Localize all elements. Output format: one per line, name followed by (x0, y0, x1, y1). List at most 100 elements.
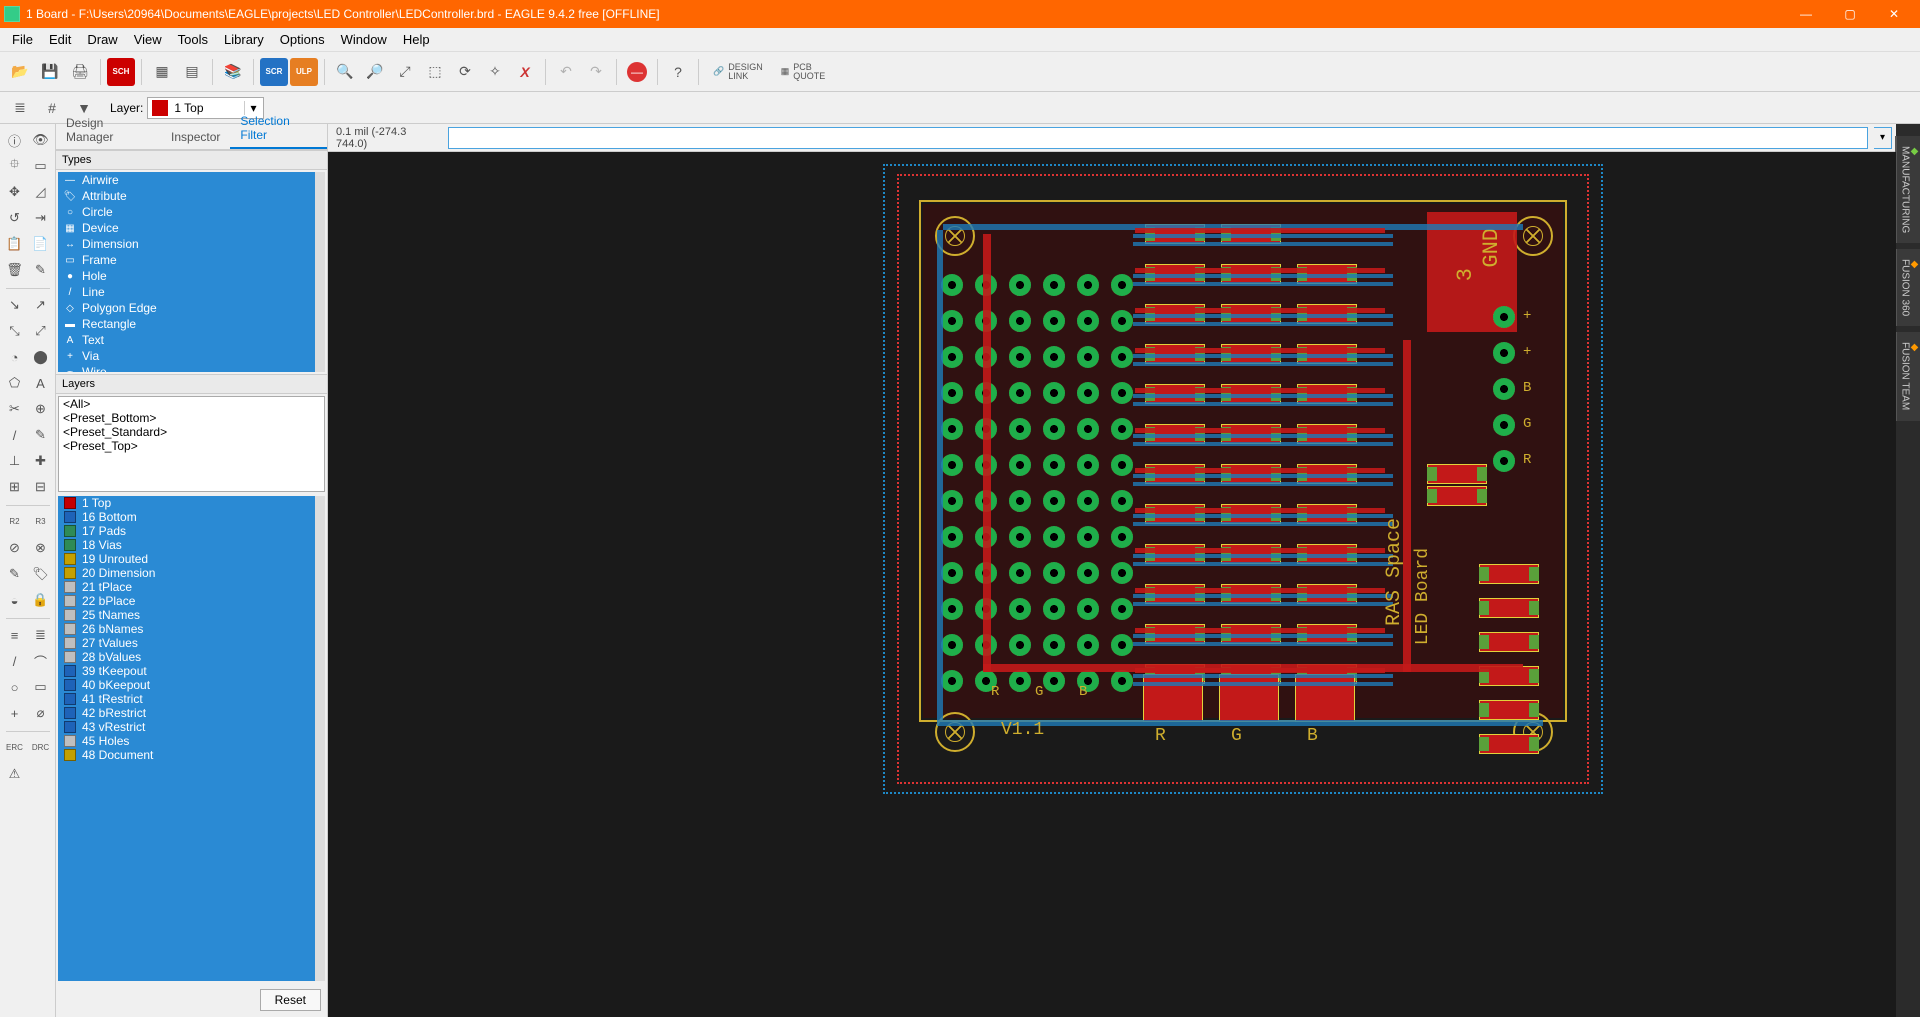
palette-btn-22-1[interactable]: DRC (29, 736, 53, 760)
palette-btn-0-1[interactable]: 👁 (29, 128, 53, 152)
palette-btn-8-1[interactable]: ⬤ (29, 345, 53, 369)
layer-39-tKeepout[interactable]: 39 tKeepout (58, 664, 325, 678)
palette-btn-4-1[interactable]: 📄 (29, 232, 53, 256)
zoom-select-icon[interactable]: ⬚ (421, 58, 449, 86)
save-icon[interactable]: 💾 (36, 58, 64, 86)
palette-btn-15-0[interactable]: ⊘ (3, 536, 27, 560)
type-line[interactable]: /Line (58, 284, 325, 300)
preset-item[interactable]: <Preset_Bottom> (59, 411, 324, 425)
layer-26-bNames[interactable]: 26 bNames (58, 622, 325, 636)
layer-25-tNames[interactable]: 25 tNames (58, 608, 325, 622)
palette-btn-14-1[interactable]: R3 (29, 510, 53, 534)
layer-16-Bottom[interactable]: 16 Bottom (58, 510, 325, 524)
menu-library[interactable]: Library (216, 30, 272, 49)
type-circle[interactable]: ○Circle (58, 204, 325, 220)
preset-item[interactable]: <Preset_Standard> (59, 425, 324, 439)
palette-btn-2-0[interactable]: ✥ (3, 180, 27, 204)
x-icon[interactable]: X (511, 58, 539, 86)
palette-btn-14-0[interactable]: R2 (3, 510, 27, 534)
palette-btn-9-0[interactable]: ⬠ (3, 371, 27, 395)
open-icon[interactable]: 📂 (6, 58, 34, 86)
preset-item[interactable]: <All> (59, 397, 324, 411)
side-tab-inspector[interactable]: Inspector (161, 125, 230, 149)
side-tab-design-manager[interactable]: Design Manager (56, 111, 161, 149)
redraw-icon[interactable]: ⟳ (451, 58, 479, 86)
layer-41-tRestrict[interactable]: 41 tRestrict (58, 692, 325, 706)
palette-btn-22-0[interactable]: ERC (3, 736, 27, 760)
menu-tools[interactable]: Tools (170, 30, 216, 49)
type-wire[interactable]: ~Wire (58, 364, 325, 372)
library-icon[interactable]: 📚 (219, 58, 247, 86)
palette-btn-5-0[interactable]: 🗑 (3, 258, 27, 282)
palette-btn-11-0[interactable]: / (3, 423, 27, 447)
layer-17-Pads[interactable]: 17 Pads (58, 524, 325, 538)
menu-view[interactable]: View (126, 30, 170, 49)
palette-btn-16-1[interactable]: 🏷 (29, 562, 53, 586)
type-via[interactable]: +Via (58, 348, 325, 364)
menu-window[interactable]: Window (333, 30, 395, 49)
palette-btn-11-1[interactable]: ✎ (29, 423, 53, 447)
minimize-button[interactable]: — (1784, 0, 1828, 28)
type-polygon-edge[interactable]: ◇Polygon Edge (58, 300, 325, 316)
palette-btn-21-0[interactable]: + (3, 701, 27, 725)
print-icon[interactable]: 🖨 (66, 58, 94, 86)
types-list[interactable]: —Airwire🏷Attribute○Circle▦Device↔Dimensi… (58, 172, 325, 372)
type-dimension[interactable]: ↔Dimension (58, 236, 325, 252)
zoom-fit-icon[interactable]: ⤢ (391, 58, 419, 86)
layers-icon[interactable]: ≣ (6, 94, 34, 122)
palette-btn-15-1[interactable]: ⊗ (29, 536, 53, 560)
palette-btn-10-0[interactable]: ✂ (3, 397, 27, 421)
command-input[interactable] (448, 127, 1868, 149)
right-tab-fusion-team[interactable]: ◆FUSION TEAM (1895, 332, 1920, 420)
palette-btn-6-0[interactable]: ↘ (3, 293, 27, 317)
palette-btn-16-0[interactable]: ✎ (3, 562, 27, 586)
design-link-button[interactable]: 🔗 DESIGNLINK (705, 59, 771, 85)
palette-btn-12-1[interactable]: ✚ (29, 449, 53, 473)
zoom-in-icon[interactable]: 🔍 (331, 58, 359, 86)
type-frame[interactable]: ▭Frame (58, 252, 325, 268)
layer-48-Document[interactable]: 48 Document (58, 748, 325, 762)
layer-1-Top[interactable]: 1 Top (58, 496, 325, 510)
ulp-button[interactable]: ULP (290, 58, 318, 86)
layer-43-vRestrict[interactable]: 43 vRestrict (58, 720, 325, 734)
redo-icon[interactable]: ↷ (582, 58, 610, 86)
command-history-dropdown[interactable]: ▾ (1874, 127, 1892, 149)
palette-btn-3-0[interactable]: ↺ (3, 206, 27, 230)
palette-btn-13-0[interactable]: ⊞ (3, 475, 27, 499)
palette-btn-9-1[interactable]: A (29, 371, 53, 395)
palette-btn-1-0[interactable]: ⯐ (3, 154, 27, 178)
right-tab-manufacturing[interactable]: ◆MANUFACTURING (1895, 136, 1920, 243)
type-hole[interactable]: ●Hole (58, 268, 325, 284)
palette-btn-20-1[interactable]: ▭ (29, 675, 53, 699)
palette-btn-18-1[interactable]: ≣ (29, 623, 53, 647)
menu-edit[interactable]: Edit (41, 30, 79, 49)
palette-btn-17-1[interactable]: 🔒 (29, 588, 53, 612)
close-button[interactable]: ✕ (1872, 0, 1916, 28)
layer-20-Dimension[interactable]: 20 Dimension (58, 566, 325, 580)
layer-27-tValues[interactable]: 27 tValues (58, 636, 325, 650)
menu-file[interactable]: File (4, 30, 41, 49)
side-tab-selection-filter[interactable]: Selection Filter (230, 109, 327, 149)
menu-help[interactable]: Help (395, 30, 438, 49)
palette-btn-23-0[interactable]: ⚠ (3, 762, 27, 786)
type-airwire[interactable]: —Airwire (58, 172, 325, 188)
type-text[interactable]: AText (58, 332, 325, 348)
palette-btn-1-1[interactable]: ▭ (29, 154, 53, 178)
layer-presets[interactable]: <All><Preset_Bottom><Preset_Standard><Pr… (58, 396, 325, 492)
scr-button[interactable]: SCR (260, 58, 288, 86)
layer-19-Unrouted[interactable]: 19 Unrouted (58, 552, 325, 566)
palette-btn-10-1[interactable]: ⊕ (29, 397, 53, 421)
palette-btn-2-1[interactable]: ◿ (29, 180, 53, 204)
right-tab-fusion-360[interactable]: ◆FUSION 360 (1895, 249, 1920, 326)
zoom-out-icon[interactable]: 🔎 (361, 58, 389, 86)
palette-btn-8-0[interactable]: ◔ (3, 345, 27, 369)
board-icon[interactable]: ▤ (178, 58, 206, 86)
menu-options[interactable]: Options (272, 30, 333, 49)
palette-btn-7-0[interactable]: ⤡ (3, 319, 27, 343)
undo-icon[interactable]: ↶ (552, 58, 580, 86)
layer-42-bRestrict[interactable]: 42 bRestrict (58, 706, 325, 720)
layer-22-bPlace[interactable]: 22 bPlace (58, 594, 325, 608)
menu-draw[interactable]: Draw (79, 30, 125, 49)
palette-btn-17-0[interactable]: ◒ (3, 588, 27, 612)
layers-list[interactable]: 1 Top16 Bottom17 Pads18 Vias19 Unrouted2… (58, 496, 325, 981)
